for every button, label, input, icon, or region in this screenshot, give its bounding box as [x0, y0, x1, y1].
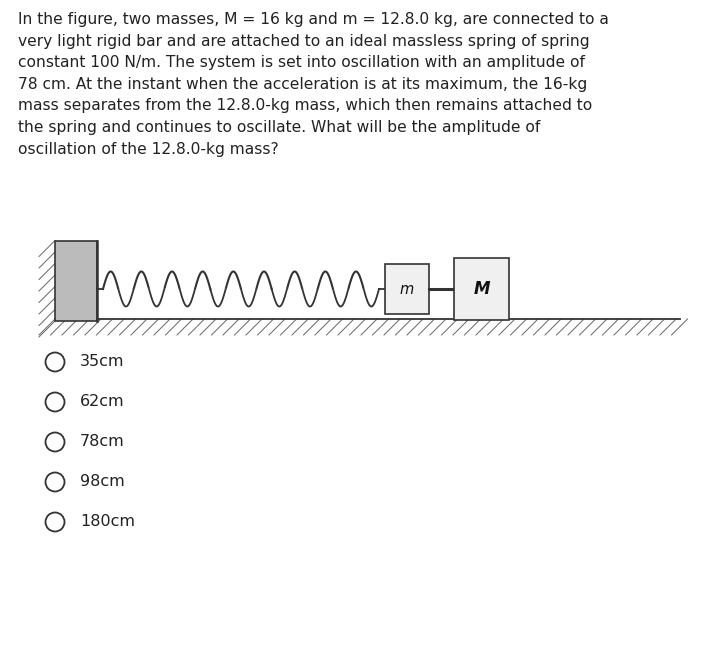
Bar — [55, 241, 97, 321]
Text: In the figure, two masses, M = 16 kg and m = 12.8.0 kg, are connected to a
very : In the figure, two masses, M = 16 kg and… — [18, 12, 609, 157]
Text: 35cm: 35cm — [80, 355, 125, 369]
Bar — [454, 258, 509, 320]
Text: 78cm: 78cm — [80, 435, 125, 450]
Text: 180cm: 180cm — [80, 514, 135, 529]
Bar — [385, 264, 429, 314]
Text: 62cm: 62cm — [80, 395, 125, 410]
Text: m: m — [400, 281, 414, 296]
Text: M: M — [473, 280, 490, 298]
Text: 98cm: 98cm — [80, 474, 125, 490]
